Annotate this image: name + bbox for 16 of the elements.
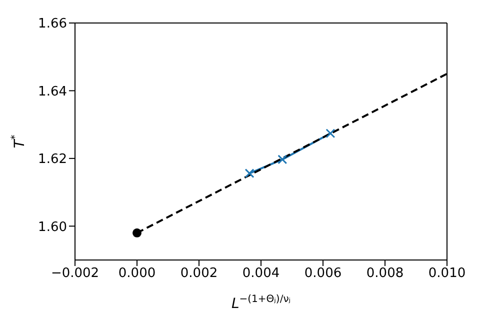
x-tick-label: 0.010 (428, 266, 466, 282)
point (326, 128, 336, 138)
x-axis-title: L$^{−(1+Θⱼ)/νⱼ}$ (231, 294, 291, 312)
x-tick-label: 0.000 (118, 266, 156, 282)
x-tick-label: −0.002 (50, 266, 100, 282)
y-tick-label: 1.64 (38, 84, 67, 100)
x-tick-label: 0.008 (366, 266, 404, 282)
point (132, 228, 142, 238)
x-tick-label: 0.004 (242, 266, 280, 282)
y-tick-label: 1.60 (38, 220, 67, 235)
point (244, 168, 254, 178)
point (278, 154, 288, 164)
x-tick-label: 0.002 (180, 266, 218, 282)
y-tick-label: 1.62 (38, 152, 67, 168)
y-tick-label: 1.66 (38, 16, 67, 32)
x-tick-label: 0.006 (304, 266, 342, 282)
